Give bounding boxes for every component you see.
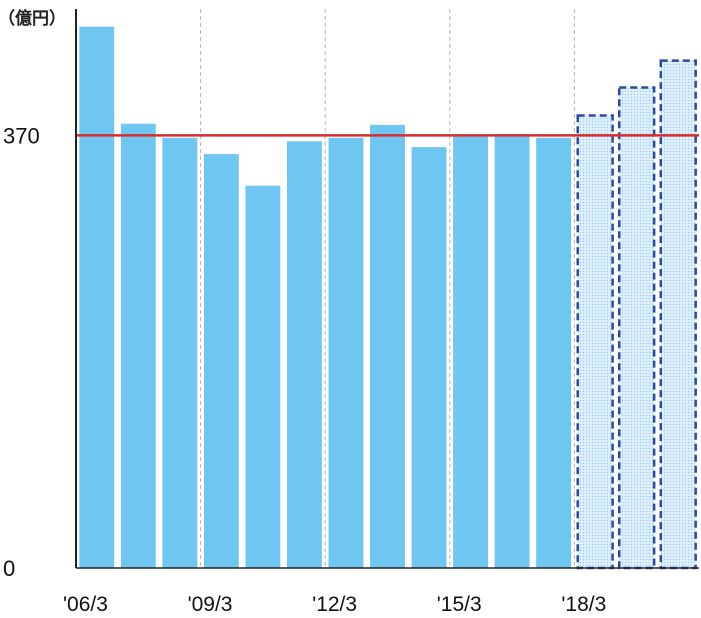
axes — [75, 9, 699, 569]
x-tick-label: '09/3 — [188, 593, 233, 616]
forecast-bar — [659, 59, 697, 570]
bar — [203, 154, 239, 569]
bar — [453, 135, 489, 568]
x-tick-label: '12/3 — [312, 593, 357, 616]
y-tick-label: 370 — [3, 123, 40, 148]
y-tick-labels: 0 370 — [3, 123, 40, 581]
y-tick-label: 0 — [3, 556, 15, 581]
bar — [120, 123, 156, 569]
bar — [411, 147, 447, 568]
bar — [370, 124, 405, 568]
forecast-bar — [618, 86, 656, 570]
bar — [245, 185, 281, 568]
bar — [286, 141, 322, 568]
x-tick-label: '18/3 — [561, 593, 606, 616]
bar — [536, 137, 572, 569]
x-tick-label: '15/3 — [437, 593, 482, 616]
grid-lines — [200, 9, 575, 568]
forecast-bar — [576, 114, 614, 570]
x-tick-label: '06/3 — [63, 593, 108, 616]
bar — [79, 26, 115, 568]
x-tick-labels: '06/3 '09/3 '12/3 '15/3 '18/3 — [63, 593, 606, 616]
y-unit-label: （億円） — [0, 8, 66, 29]
bar — [494, 134, 530, 568]
bar — [162, 137, 198, 569]
bars — [79, 26, 697, 570]
bar — [328, 137, 364, 569]
